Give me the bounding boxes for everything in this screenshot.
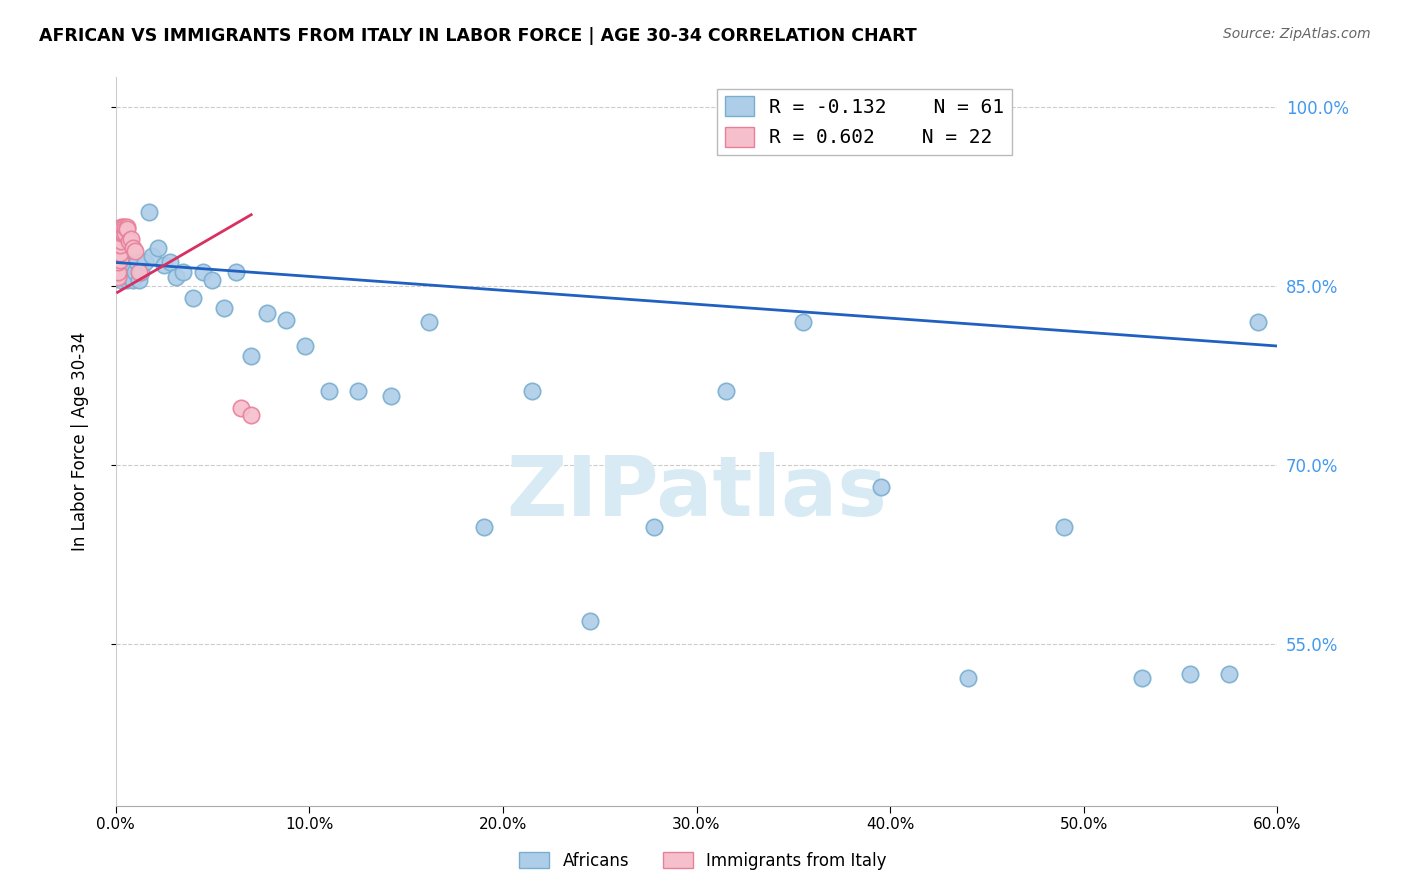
Point xyxy=(114,258,136,272)
Point xyxy=(110,226,132,240)
Point xyxy=(318,384,340,399)
Point xyxy=(201,273,224,287)
Point xyxy=(110,268,132,282)
Point xyxy=(294,339,316,353)
Legend: Africans, Immigrants from Italy: Africans, Immigrants from Italy xyxy=(513,846,893,877)
Point xyxy=(107,258,129,272)
Text: AFRICAN VS IMMIGRANTS FROM ITALY IN LABOR FORCE | AGE 30-34 CORRELATION CHART: AFRICAN VS IMMIGRANTS FROM ITALY IN LABO… xyxy=(39,27,917,45)
Point xyxy=(346,384,368,399)
Point xyxy=(107,250,129,264)
Point xyxy=(108,255,131,269)
Point xyxy=(120,258,142,272)
Point xyxy=(134,255,156,269)
Point xyxy=(110,234,132,248)
Point xyxy=(153,258,176,272)
Point xyxy=(125,255,148,269)
Point xyxy=(108,253,131,268)
Point xyxy=(240,409,263,423)
Point xyxy=(117,219,139,234)
Point xyxy=(114,269,136,284)
Point xyxy=(110,273,132,287)
Point xyxy=(274,312,297,326)
Point xyxy=(869,480,891,494)
Point xyxy=(418,315,440,329)
Point xyxy=(122,273,145,287)
Point xyxy=(108,237,131,252)
Point xyxy=(112,265,135,279)
Point xyxy=(956,671,979,685)
Point xyxy=(181,291,204,305)
Point xyxy=(108,246,131,260)
Point xyxy=(120,231,142,245)
Point xyxy=(107,265,129,279)
Point xyxy=(225,265,247,279)
Point xyxy=(1247,315,1270,329)
Point xyxy=(110,253,132,268)
Point xyxy=(256,305,278,319)
Point xyxy=(124,265,146,279)
Point xyxy=(112,250,135,264)
Point xyxy=(212,301,235,315)
Text: Source: ZipAtlas.com: Source: ZipAtlas.com xyxy=(1223,27,1371,41)
Point xyxy=(380,389,402,403)
Legend: R = -0.132    N = 61, R = 0.602    N = 22: R = -0.132 N = 61, R = 0.602 N = 22 xyxy=(717,88,1012,155)
Point xyxy=(124,244,146,258)
Point xyxy=(117,222,139,236)
Point xyxy=(129,265,152,279)
Point xyxy=(138,205,160,219)
Point xyxy=(579,614,602,628)
Point xyxy=(107,253,129,268)
Point xyxy=(114,219,136,234)
Point xyxy=(118,269,141,284)
Point xyxy=(112,255,135,269)
Point xyxy=(108,265,131,279)
Point xyxy=(792,315,814,329)
Point xyxy=(118,234,141,248)
Point xyxy=(107,269,129,284)
Point xyxy=(231,401,253,416)
Point xyxy=(165,269,187,284)
Point xyxy=(107,255,129,269)
Point xyxy=(108,261,131,276)
Point xyxy=(108,246,131,260)
Point xyxy=(191,265,214,279)
Point xyxy=(128,265,150,279)
Point xyxy=(118,265,141,279)
Point xyxy=(520,384,543,399)
Point xyxy=(472,520,495,534)
Point xyxy=(114,226,136,240)
Y-axis label: In Labor Force | Age 30-34: In Labor Force | Age 30-34 xyxy=(72,332,89,551)
Point xyxy=(643,520,665,534)
Point xyxy=(159,255,181,269)
Point xyxy=(128,273,150,287)
Point xyxy=(148,241,170,255)
Point xyxy=(110,219,132,234)
Point xyxy=(1130,671,1153,685)
Point xyxy=(1180,667,1202,681)
Point xyxy=(240,349,263,363)
Point xyxy=(112,219,135,234)
Point xyxy=(1218,667,1240,681)
Point xyxy=(117,273,139,287)
Text: ZIPatlas: ZIPatlas xyxy=(506,452,887,533)
Point xyxy=(110,258,132,272)
Point xyxy=(114,261,136,276)
Point xyxy=(122,241,145,255)
Point xyxy=(117,265,139,279)
Point xyxy=(1053,520,1076,534)
Point xyxy=(714,384,737,399)
Point xyxy=(141,250,163,264)
Point xyxy=(172,265,194,279)
Point xyxy=(112,226,135,240)
